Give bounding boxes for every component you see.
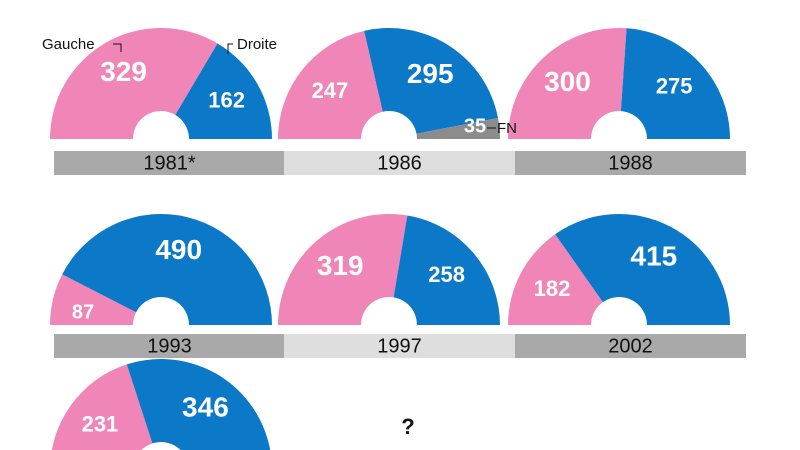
seat-arc-fn xyxy=(416,117,500,139)
seat-arc-droite xyxy=(555,214,730,325)
year-label: 1988 xyxy=(608,152,653,174)
seat-arc-gauche xyxy=(508,234,603,325)
legend-droite-label: Droite xyxy=(237,36,277,53)
seat-arc-droite xyxy=(126,358,271,450)
seat-arc-gauche xyxy=(50,27,218,139)
seat-labels: 329 162 247 295 35 300 275 87 490 319 258 182 415 231… xyxy=(72,56,693,437)
seat-arc-gauche xyxy=(51,364,153,450)
year-band xyxy=(54,151,285,175)
seat-count-gauche: 247 xyxy=(312,78,349,103)
year-label: 1981* xyxy=(143,152,195,174)
seat-arc-gauche xyxy=(278,213,408,325)
seat-arc-droite xyxy=(175,43,272,139)
seat-count-droite: 490 xyxy=(155,234,202,265)
seat-count-droite: 275 xyxy=(656,73,693,98)
hemicycles xyxy=(50,27,730,450)
seat-arc-droite xyxy=(364,28,498,134)
unknown-result-mark: ? xyxy=(401,414,414,439)
year-label: 1997 xyxy=(377,335,422,357)
year-label: 2002 xyxy=(608,335,653,357)
seat-count-fn: 35 xyxy=(464,115,486,137)
seat-arc-gauche xyxy=(278,30,383,139)
year-label: 1993 xyxy=(147,335,192,357)
seat-count-gauche: 182 xyxy=(534,276,571,301)
legend: Gauche Droite FN xyxy=(42,36,517,137)
seat-count-droite: 295 xyxy=(407,58,454,89)
seat-arc-gauche xyxy=(508,27,627,139)
seat-count-gauche: 319 xyxy=(317,250,364,281)
year-band xyxy=(54,334,285,358)
year-bands: 1981* 1986 1988 1993 1997 2002 xyxy=(54,151,746,358)
year-band xyxy=(515,334,746,358)
seat-count-droite: 258 xyxy=(428,262,465,287)
legend-fn-label: FN xyxy=(497,120,517,137)
year-band xyxy=(515,151,746,175)
seat-count-gauche: 300 xyxy=(544,66,591,97)
seat-count-gauche: 87 xyxy=(72,301,94,323)
seat-arc-droite xyxy=(620,28,730,139)
legend-gauche-label: Gauche xyxy=(42,36,95,53)
seat-count-droite: 346 xyxy=(182,391,229,422)
year-band xyxy=(284,151,515,175)
seat-count-gauche: 329 xyxy=(100,56,147,87)
seat-count-droite: 162 xyxy=(208,87,245,112)
seat-arc-gauche xyxy=(50,274,137,325)
year-label: 1986 xyxy=(377,152,422,174)
legend-gauche-leader xyxy=(113,43,122,52)
seat-count-droite: 415 xyxy=(630,240,677,271)
seat-arc-droite xyxy=(393,215,500,325)
legend-droite-leader xyxy=(227,43,233,54)
year-band xyxy=(284,334,515,358)
seat-arc-droite xyxy=(62,214,272,325)
seat-count-gauche: 231 xyxy=(82,411,119,436)
